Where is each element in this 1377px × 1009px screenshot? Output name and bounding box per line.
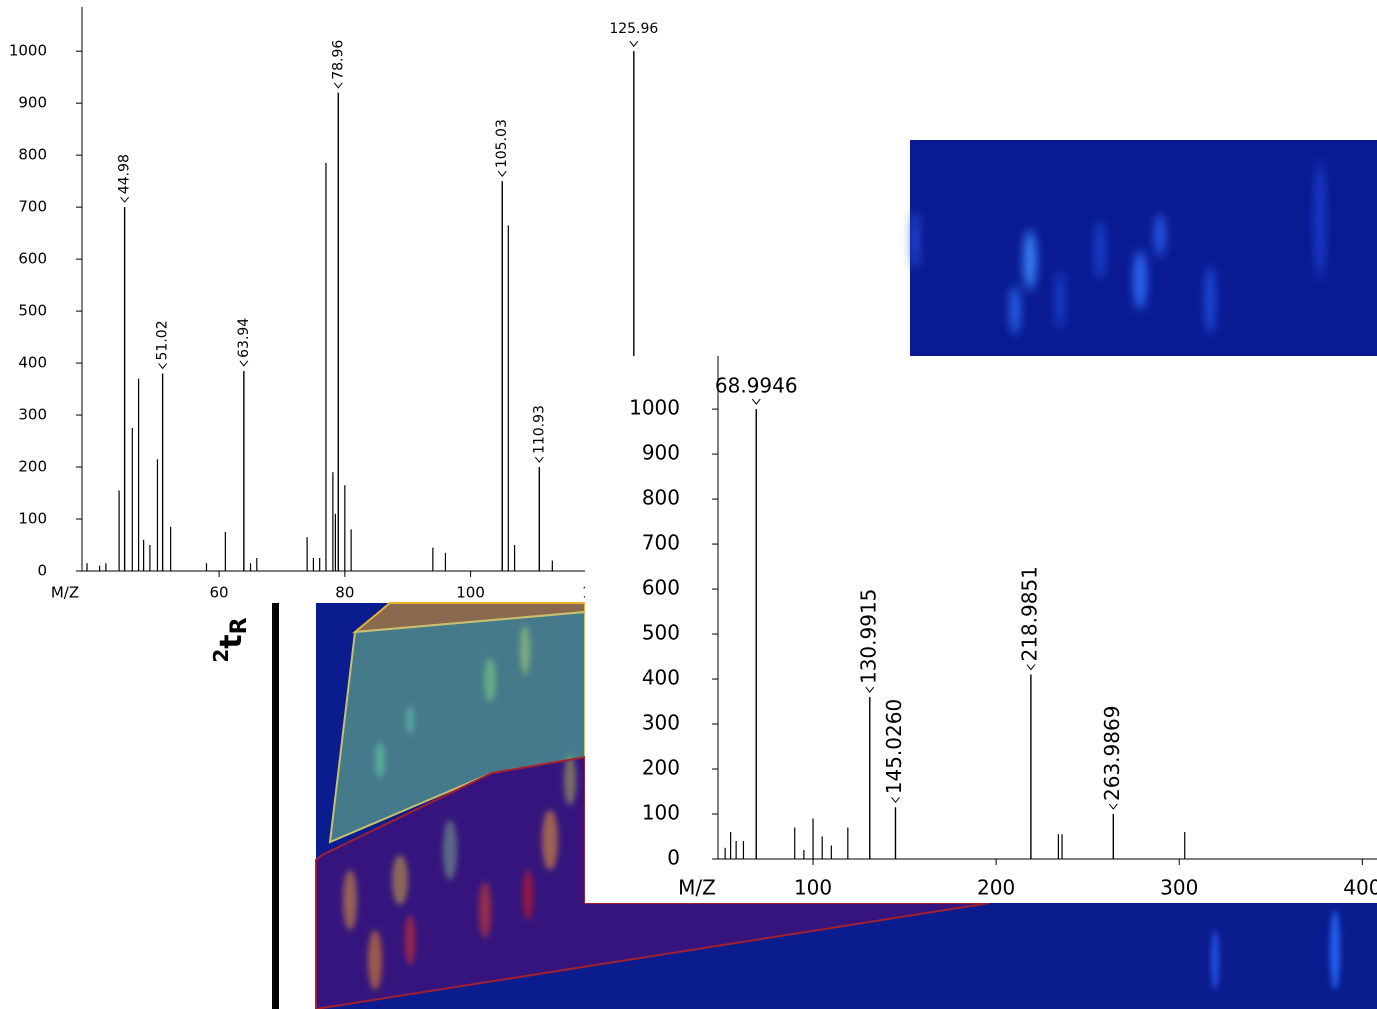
y-tick-label: 500: [18, 302, 47, 320]
y-tick-label: 100: [18, 510, 47, 528]
peak-marker: [629, 40, 639, 47]
y-tick-label: 800: [642, 486, 680, 510]
peak-marker: [158, 363, 167, 370]
x-tick-label: 100: [794, 876, 832, 900]
peak-marker: [751, 398, 761, 405]
y-tick-label: 200: [642, 756, 680, 780]
peak-marker: [534, 456, 544, 463]
y-tick-label: 400: [18, 354, 47, 372]
x-tick-label: 60: [210, 584, 229, 602]
peak-marker: [891, 796, 900, 804]
y-tick-label: 0: [37, 562, 47, 580]
peak-label: 110.93: [531, 405, 547, 454]
y-tick-label: 900: [18, 94, 47, 112]
peak-label: 78.96: [330, 40, 346, 80]
x-tick-label: 400: [1343, 876, 1377, 900]
peak-label: 51.02: [155, 320, 171, 360]
y-tick-label: 700: [18, 198, 47, 216]
y-tick-label: 600: [18, 250, 47, 268]
spectrum-2: 0 100 200 300 400 500 600 700 800 900 1000 100 200 30…: [585, 356, 1377, 903]
peak-label: 63.94: [236, 318, 252, 358]
spectrum-2-panel: [585, 356, 1377, 903]
peak-label: 44.98: [117, 154, 133, 194]
side-label-sup: 2: [209, 649, 233, 663]
y-tick-label: 600: [642, 576, 680, 600]
y-tick-label: 300: [642, 711, 680, 735]
peak-marker: [865, 686, 875, 693]
peak-label: 125.96: [609, 21, 658, 37]
y-tick-label: 200: [18, 458, 47, 476]
peak-label: 218.9851: [1017, 566, 1041, 661]
y-tick-label: 1000: [629, 396, 680, 420]
peak-marker: [239, 360, 249, 367]
peak-label: 263.9869: [1100, 706, 1124, 801]
x-axis-label: M/Z: [678, 876, 716, 900]
x-tick-label: 100: [456, 584, 485, 602]
peak-marker: [1108, 803, 1118, 810]
y-tick-label: 300: [18, 406, 47, 424]
side-label-base: t: [214, 634, 249, 648]
peak-marker: [333, 82, 343, 89]
axis-bar: [272, 603, 279, 1009]
x-tick-label: 200: [977, 876, 1015, 900]
peak-label: 105.03: [494, 119, 510, 168]
heatmap-top-blobs: [912, 160, 1325, 335]
x-tick-label: 300: [1160, 876, 1198, 900]
side-label-sub: R: [227, 617, 252, 634]
peak-marker: [120, 196, 130, 203]
x-axis-label: M/Z: [51, 584, 79, 602]
peak-marker: [497, 170, 507, 177]
y-tick-label: 900: [642, 441, 680, 465]
side-label: 2tR: [209, 617, 253, 662]
y-tick-label: 800: [18, 146, 47, 164]
x-tick-label: 80: [335, 584, 354, 602]
peak-label: 130.9915: [856, 589, 880, 684]
y-tick-label: 400: [642, 666, 680, 690]
spectrum-1: 0 100 200 300 400 500 600 700 800 900 1000 60 80 100 1…: [9, 7, 873, 602]
peak-label: 68.9946: [715, 374, 798, 398]
heatmap-top: [910, 140, 1377, 356]
peak-marker: [1026, 664, 1036, 671]
y-tick-label: 700: [642, 531, 680, 555]
y-tick-label: 0: [667, 846, 680, 870]
y-tick-label: 100: [642, 801, 680, 825]
y-tick-label: 500: [642, 621, 680, 645]
peak-label: 145.0260: [882, 699, 906, 794]
y-tick-label: 1000: [9, 42, 47, 60]
